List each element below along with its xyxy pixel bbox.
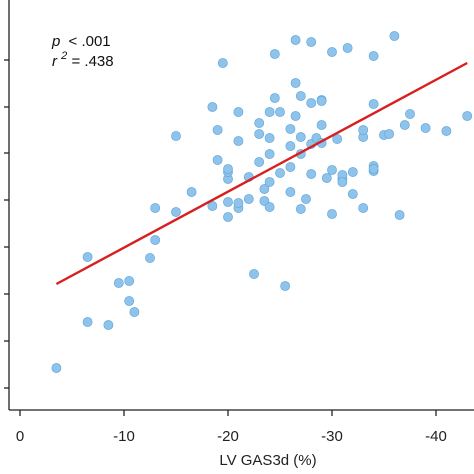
data-point-17 (207, 102, 218, 112)
p-value-annotation: p < .001 (51, 33, 111, 50)
data-point-48 (285, 141, 296, 151)
data-point-2 (82, 317, 93, 327)
data-point-32 (254, 129, 265, 139)
data-point-43 (275, 107, 285, 117)
data-point-93 (441, 126, 452, 136)
data-point-36 (264, 202, 275, 212)
data-point-70 (327, 47, 337, 57)
x-tick-label-0: 0 (16, 428, 24, 445)
data-point-78 (358, 203, 369, 213)
data-point-53 (295, 204, 306, 214)
data-point-31 (254, 157, 265, 167)
data-point-1 (82, 252, 93, 262)
data-point-91 (405, 109, 415, 119)
data-point-24 (233, 107, 244, 117)
x-tick-label-2: -20 (217, 428, 239, 445)
data-point-55 (295, 132, 306, 142)
x-axis-title: LV GAS3d (%) (219, 452, 316, 469)
data-point-94 (462, 111, 473, 121)
data-point-8 (145, 253, 155, 263)
data-point-71 (332, 134, 343, 144)
data-point-52 (290, 35, 301, 45)
data-point-60 (306, 98, 317, 108)
y-axis-ticks (4, 59, 9, 389)
data-point-50 (290, 111, 301, 121)
p-symbol: p (51, 33, 60, 50)
r-squared-annotation: r 2 = .438 (52, 46, 114, 70)
x-axis-ticks: 0 -10 -20 -30 -40 (16, 410, 447, 445)
data-point-90 (399, 120, 410, 130)
data-point-58 (306, 169, 317, 179)
data-point-16 (212, 125, 223, 135)
p-value-text: < .001 (69, 33, 111, 50)
r-exponent: 2 (60, 50, 67, 62)
data-point-83 (368, 99, 379, 109)
data-point-45 (280, 281, 291, 291)
data-point-19 (223, 212, 233, 222)
data-point-42 (269, 49, 280, 59)
data-point-64 (316, 120, 327, 130)
data-point-66 (316, 96, 327, 106)
data-point-4 (113, 278, 124, 288)
data-point-37 (264, 177, 275, 187)
r-squared-text: = .438 (71, 53, 113, 70)
data-point-44 (275, 168, 285, 178)
data-point-80 (358, 125, 369, 135)
data-point-68 (327, 209, 337, 219)
data-point-56 (295, 91, 306, 101)
data-point-92 (420, 123, 431, 133)
data-point-20 (223, 197, 233, 207)
data-point-30 (249, 269, 259, 279)
data-point-67 (321, 173, 332, 183)
data-point-13 (186, 187, 197, 197)
data-point-40 (264, 107, 275, 117)
x-tick-label-4: -40 (425, 428, 447, 445)
regression-line (55, 61, 468, 286)
data-point-77 (347, 189, 358, 199)
data-point-5 (124, 276, 135, 286)
data-point-35 (259, 184, 270, 194)
r-symbol: r (52, 53, 58, 70)
data-points (51, 31, 473, 373)
data-point-51 (290, 78, 301, 88)
data-point-23 (223, 164, 233, 174)
data-point-15 (212, 155, 223, 165)
data-point-9 (150, 235, 161, 245)
data-point-38 (264, 149, 275, 159)
data-point-69 (327, 165, 337, 175)
plot-area: 0 -10 -20 -30 -40 (4, 0, 474, 445)
x-tick-label-1: -10 (113, 428, 135, 445)
data-point-10 (150, 203, 161, 213)
data-point-41 (269, 93, 280, 103)
data-point-0 (51, 363, 62, 373)
data-point-6 (124, 296, 135, 306)
x-tick-label-3: -30 (321, 428, 343, 445)
data-point-84 (368, 51, 379, 61)
data-point-87 (384, 129, 395, 139)
data-point-57 (301, 194, 311, 204)
data-point-49 (285, 124, 296, 134)
data-point-18 (217, 58, 228, 68)
data-point-33 (254, 118, 265, 128)
data-point-28 (243, 194, 254, 204)
data-point-47 (285, 162, 296, 172)
data-point-7 (129, 307, 140, 317)
data-point-75 (342, 43, 353, 53)
data-point-74 (337, 177, 348, 187)
data-point-12 (171, 131, 181, 141)
data-point-27 (233, 198, 244, 208)
data-point-11 (171, 207, 181, 217)
stats-annotation: p < .001 r 2 = .438 (51, 33, 114, 70)
data-point-76 (347, 167, 358, 177)
data-point-89 (394, 210, 405, 220)
data-point-3 (103, 320, 114, 330)
data-point-46 (285, 187, 296, 197)
data-point-85 (368, 164, 379, 174)
data-point-88 (389, 31, 400, 41)
data-point-25 (233, 136, 244, 146)
data-point-61 (306, 37, 317, 47)
data-point-39 (264, 133, 275, 143)
